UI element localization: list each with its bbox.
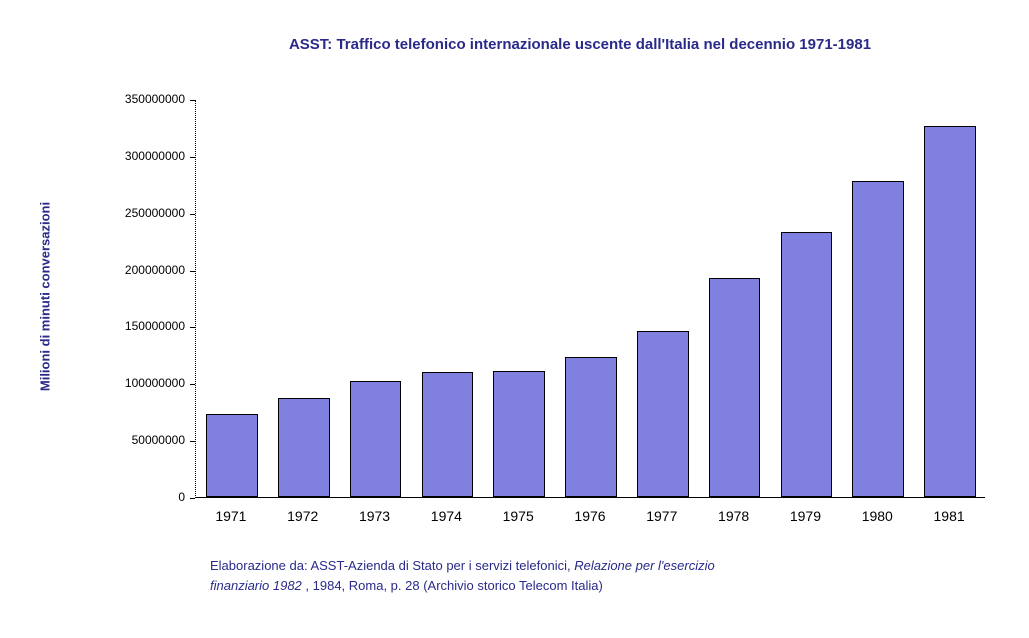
- x-tick-label: 1973: [339, 508, 411, 524]
- y-tick-mark: [190, 441, 195, 442]
- y-tick-label: 50000000: [0, 433, 185, 447]
- x-tick-label: 1981: [913, 508, 985, 524]
- x-tick-label: 1978: [698, 508, 770, 524]
- bar: [350, 381, 402, 497]
- y-tick-mark: [190, 327, 195, 328]
- bar: [637, 331, 689, 497]
- bar: [565, 357, 617, 497]
- source-line-2: finanziario 1982 , 1984, Roma, p. 28 (Ar…: [210, 578, 603, 593]
- source-line-1: Elaborazione da: ASST-Azienda di Stato p…: [210, 558, 715, 573]
- x-tick-label: 1977: [626, 508, 698, 524]
- y-tick-label: 300000000: [0, 149, 185, 163]
- x-tick-label: 1980: [841, 508, 913, 524]
- y-tick-mark: [190, 100, 195, 101]
- bar: [278, 398, 330, 497]
- bar: [493, 371, 545, 497]
- bar: [709, 278, 761, 497]
- y-tick-label: 250000000: [0, 206, 185, 220]
- x-tick-label: 1972: [267, 508, 339, 524]
- plot-area: [195, 100, 985, 498]
- x-tick-label: 1971: [195, 508, 267, 524]
- bar: [781, 232, 833, 497]
- y-tick-label: 0: [0, 490, 185, 504]
- bar: [422, 372, 474, 497]
- bar: [924, 126, 976, 497]
- y-tick-label: 150000000: [0, 319, 185, 333]
- y-tick-mark: [190, 214, 195, 215]
- x-tick-label: 1976: [554, 508, 626, 524]
- x-tick-label: 1979: [770, 508, 842, 524]
- y-tick-mark: [190, 498, 195, 499]
- x-tick-label: 1974: [410, 508, 482, 524]
- bar: [852, 181, 904, 497]
- y-tick-label: 200000000: [0, 263, 185, 277]
- x-tick-label: 1975: [482, 508, 554, 524]
- y-tick-mark: [190, 271, 195, 272]
- y-tick-label: 100000000: [0, 376, 185, 390]
- y-tick-mark: [190, 157, 195, 158]
- bar: [206, 414, 258, 497]
- y-tick-mark: [190, 384, 195, 385]
- chart-title: ASST: Traffico telefonico internazionale…: [170, 36, 990, 53]
- y-tick-label: 350000000: [0, 92, 185, 106]
